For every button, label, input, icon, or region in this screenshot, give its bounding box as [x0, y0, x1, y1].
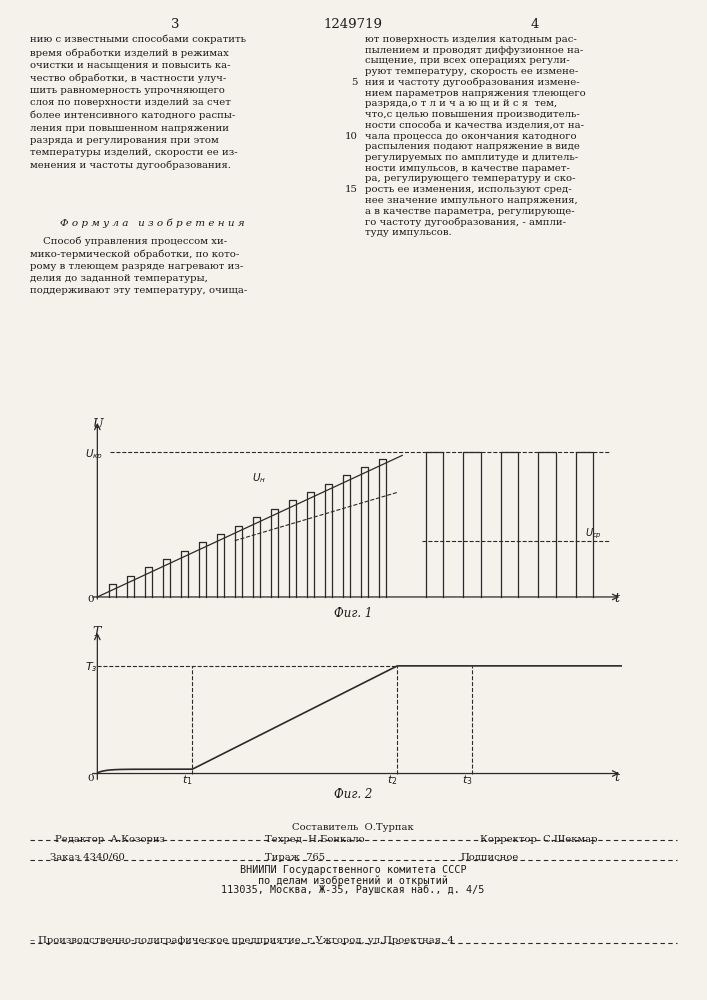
Text: сыщение, при всех операциях регули-: сыщение, при всех операциях регули- — [365, 56, 570, 65]
Text: регулируемых по амплитуде и длитель-: регулируемых по амплитуде и длитель- — [365, 153, 578, 162]
Text: 10: 10 — [345, 132, 358, 141]
Text: ности способа и качества изделия,от на-: ности способа и качества изделия,от на- — [365, 121, 584, 130]
Text: чала процесса до окончания катодного: чала процесса до окончания катодного — [365, 132, 577, 141]
Text: ности импульсов, в качестве парамет-: ности импульсов, в качестве парамет- — [365, 164, 570, 173]
Text: рость ее изменения, используют сред-: рость ее изменения, используют сред- — [365, 185, 572, 194]
Text: T: T — [93, 626, 100, 639]
Text: что,с целью повышения производитель-: что,с целью повышения производитель- — [365, 110, 580, 119]
Text: Способ управления процессом хи-
мико-термической обработки, по кото-
рому в тлею: Способ управления процессом хи- мико-тер… — [30, 236, 247, 295]
Text: ния и частоту дугообразования измене-: ния и частоту дугообразования измене- — [365, 78, 580, 87]
Text: Подписное: Подписное — [460, 853, 518, 862]
Text: Фиг. 1: Фиг. 1 — [334, 607, 372, 620]
Text: 0: 0 — [88, 595, 94, 604]
Text: 15: 15 — [345, 185, 358, 194]
Text: 1249719: 1249719 — [324, 18, 382, 31]
Text: Тираж  765: Тираж 765 — [265, 853, 325, 862]
Text: $T_з$: $T_з$ — [85, 660, 98, 674]
Text: Техред  Н.Бонкало: Техред Н.Бонкало — [265, 835, 365, 844]
Text: 4: 4 — [531, 18, 539, 31]
Text: Ф о р м у л а   и з о б р е т е н и я: Ф о р м у л а и з о б р е т е н и я — [59, 218, 245, 228]
Text: 5: 5 — [351, 78, 358, 87]
Text: нием параметров напряжения тлеющего: нием параметров напряжения тлеющего — [365, 89, 586, 98]
Text: $t_1$: $t_1$ — [182, 774, 193, 787]
Text: а в качестве параметра, регулирующе-: а в качестве параметра, регулирующе- — [365, 207, 575, 216]
Text: распыления подают напряжение в виде: распыления подают напряжение в виде — [365, 142, 580, 151]
Text: U: U — [93, 418, 103, 431]
Text: ют поверхность изделия катодным рас-: ют поверхность изделия катодным рас- — [365, 35, 577, 44]
Text: Заказ 4340/60: Заказ 4340/60 — [50, 853, 125, 862]
Text: пылением и проводят диффузионное на-: пылением и проводят диффузионное на- — [365, 46, 583, 55]
Text: по делам изобретений и открытий: по делам изобретений и открытий — [258, 875, 448, 886]
Text: Составитель  О.Турпак: Составитель О.Турпак — [292, 823, 414, 832]
Text: руют температуру, скорость ее измене-: руют температуру, скорость ее измене- — [365, 67, 578, 76]
Text: 113035, Москва, Ж-35, Раушская наб., д. 4/5: 113035, Москва, Ж-35, Раушская наб., д. … — [221, 885, 485, 895]
Text: Редактор  А.Козориз: Редактор А.Козориз — [55, 835, 165, 844]
Text: 3: 3 — [171, 18, 180, 31]
Text: $U_{н}$: $U_{н}$ — [252, 471, 267, 485]
Text: t: t — [614, 771, 619, 784]
Text: $U_{ср}$: $U_{ср}$ — [585, 526, 602, 541]
Text: – Производственно-полиграфическое предприятие, г.Ужгород, ул.Проектная, 4: – Производственно-полиграфическое предпр… — [30, 936, 454, 945]
Text: го частоту дугообразования, - ампли-: го частоту дугообразования, - ампли- — [365, 217, 566, 227]
Text: $t_2$: $t_2$ — [387, 774, 398, 787]
Text: нее значение импульного напряжения,: нее значение импульного напряжения, — [365, 196, 578, 205]
Text: туду импульсов.: туду импульсов. — [365, 228, 452, 237]
Text: разряда,о т л и ч а ю щ и й с я  тем,: разряда,о т л и ч а ю щ и й с я тем, — [365, 99, 557, 108]
Text: Фиг. 2: Фиг. 2 — [334, 788, 372, 801]
Text: 0: 0 — [88, 774, 94, 783]
Text: ВНИИПИ Государственного комитета СССР: ВНИИПИ Государственного комитета СССР — [240, 865, 467, 875]
Text: нию с известными способами сократить
время обработки изделий в режимах
очистки и: нию с известными способами сократить вре… — [30, 35, 246, 170]
Text: $U_{кр}$: $U_{кр}$ — [85, 447, 103, 462]
Text: ра, регулирующего температуру и ско-: ра, регулирующего температуру и ско- — [365, 174, 575, 183]
Text: Корректор  С.Шекмар: Корректор С.Шекмар — [480, 835, 597, 844]
Text: t: t — [614, 592, 619, 605]
Text: $t_3$: $t_3$ — [462, 774, 473, 787]
